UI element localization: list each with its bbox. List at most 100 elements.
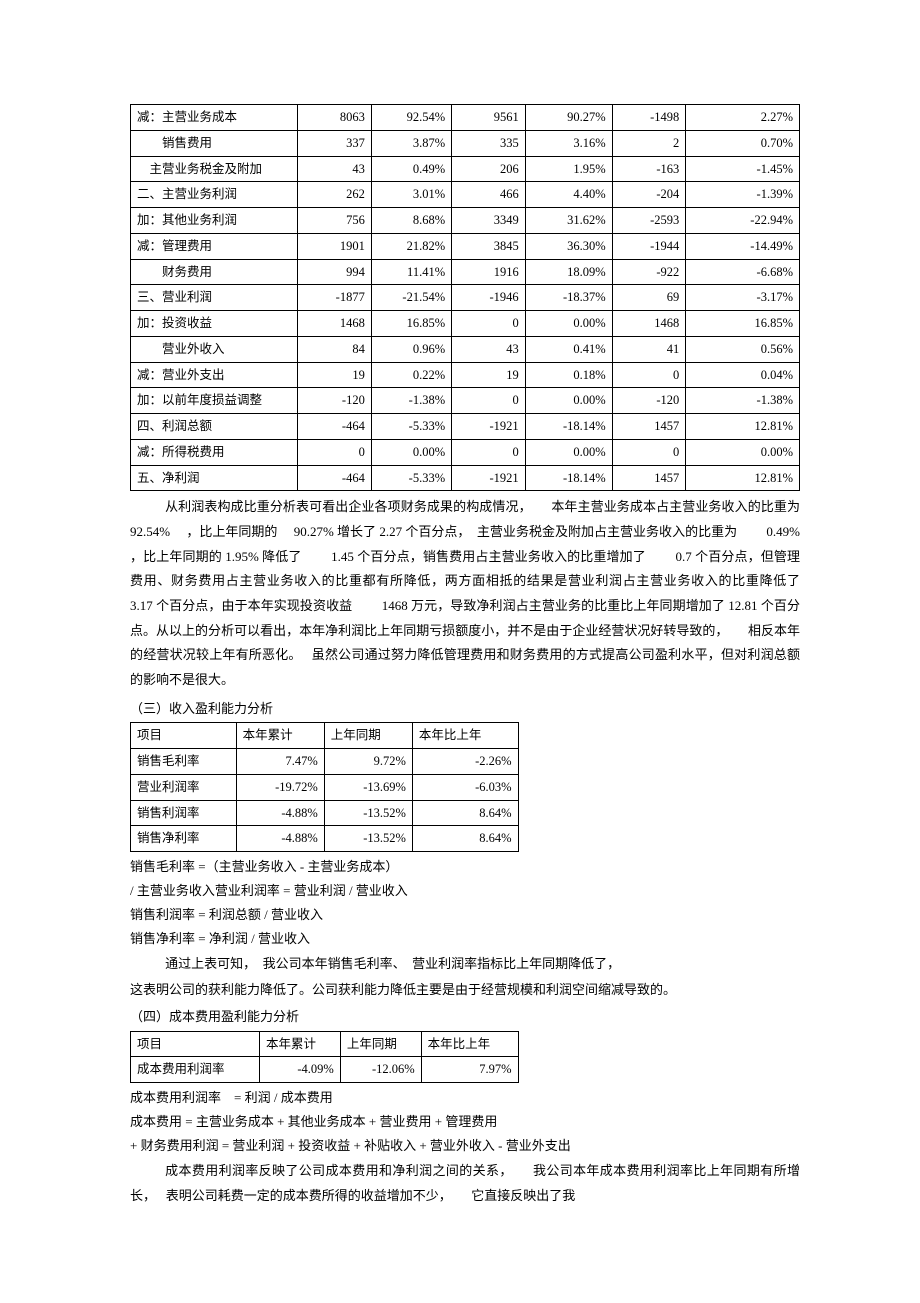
formula-line: 销售毛利率 =（主营业务收入 - 主营业务成本） bbox=[130, 856, 800, 878]
row-label: 财务费用 bbox=[131, 259, 298, 285]
formula-line: / 主营业务收入营业利润率 = 营业利润 / 营业收入 bbox=[130, 880, 800, 902]
table-row: 加：其他业务利润7568.68%334931.62%-2593-22.94% bbox=[131, 208, 800, 234]
cell-value: 7.97% bbox=[421, 1057, 518, 1083]
cell-value: -1877 bbox=[298, 285, 372, 311]
column-header: 本年累计 bbox=[236, 723, 324, 749]
cell-value: -1498 bbox=[612, 105, 686, 131]
cell-value: 0 bbox=[452, 439, 526, 465]
formula-line: 销售利润率 = 利润总额 / 营业收入 bbox=[130, 904, 800, 926]
table-row: 主营业务税金及附加430.49%2061.95%-163-1.45% bbox=[131, 156, 800, 182]
cell-value: 31.62% bbox=[525, 208, 612, 234]
formula-line: + 财务费用利润 = 营业利润 + 投资收益 + 补贴收入 + 营业外收入 - … bbox=[130, 1135, 800, 1157]
cell-value: -1921 bbox=[452, 465, 526, 491]
cell-value: 8.64% bbox=[412, 826, 518, 852]
cell-value: 2.27% bbox=[686, 105, 800, 131]
row-label: 三、营业利润 bbox=[131, 285, 298, 311]
cell-value: 0.56% bbox=[686, 336, 800, 362]
table-header-row: 项目本年累计上年同期本年比上年 bbox=[131, 723, 519, 749]
cell-value: -1921 bbox=[452, 414, 526, 440]
row-label: 加：投资收益 bbox=[131, 311, 298, 337]
cell-value: -21.54% bbox=[371, 285, 451, 311]
analysis-paragraph-1: 从利润表构成比重分析表可看出企业各项财务成果的构成情况， 本年主营业务成本占主营… bbox=[130, 495, 800, 693]
column-header: 项目 bbox=[131, 723, 237, 749]
cell-value: -13.52% bbox=[324, 826, 412, 852]
profit-composition-table: 减：主营业务成本806392.54%956190.27%-14982.27% 销… bbox=[130, 104, 800, 491]
cell-value: 0.00% bbox=[371, 439, 451, 465]
row-label: 加：以前年度损益调整 bbox=[131, 388, 298, 414]
cell-value: 43 bbox=[298, 156, 372, 182]
cell-value: 3349 bbox=[452, 208, 526, 234]
cell-value: 1468 bbox=[298, 311, 372, 337]
table-row: 营业利润率-19.72%-13.69%-6.03% bbox=[131, 774, 519, 800]
cell-value: -204 bbox=[612, 182, 686, 208]
row-label: 减：主营业务成本 bbox=[131, 105, 298, 131]
cell-value: 0.70% bbox=[686, 130, 800, 156]
cell-value: -4.88% bbox=[236, 800, 324, 826]
row-label: 销售毛利率 bbox=[131, 749, 237, 775]
column-header: 本年比上年 bbox=[421, 1031, 518, 1057]
cell-value: -120 bbox=[612, 388, 686, 414]
table-row: 营业外收入840.96%430.41%410.56% bbox=[131, 336, 800, 362]
cost-profitability-table: 项目本年累计上年同期本年比上年成本费用利润率-4.09%-12.06%7.97% bbox=[130, 1031, 519, 1084]
row-label: 销售费用 bbox=[131, 130, 298, 156]
table-row: 五、净利润-464-5.33%-1921-18.14%145712.81% bbox=[131, 465, 800, 491]
cell-value: 7.47% bbox=[236, 749, 324, 775]
cell-value: 3845 bbox=[452, 233, 526, 259]
cell-value: -1.38% bbox=[686, 388, 800, 414]
cell-value: 0 bbox=[612, 439, 686, 465]
cell-value: 1468 bbox=[612, 311, 686, 337]
cell-value: -1.39% bbox=[686, 182, 800, 208]
cell-value: 1457 bbox=[612, 465, 686, 491]
table-row: 销售利润率-4.88%-13.52%8.64% bbox=[131, 800, 519, 826]
cell-value: -464 bbox=[298, 465, 372, 491]
cell-value: -6.68% bbox=[686, 259, 800, 285]
cell-value: -6.03% bbox=[412, 774, 518, 800]
cell-value: 8.64% bbox=[412, 800, 518, 826]
cell-value: 8.68% bbox=[371, 208, 451, 234]
column-header: 项目 bbox=[131, 1031, 260, 1057]
cell-value: 262 bbox=[298, 182, 372, 208]
formula-line: 成本费用利润率 = 利润 / 成本费用 bbox=[130, 1087, 800, 1109]
row-label: 加：其他业务利润 bbox=[131, 208, 298, 234]
cell-value: -2593 bbox=[612, 208, 686, 234]
cell-value: 0.00% bbox=[525, 311, 612, 337]
cell-value: 8063 bbox=[298, 105, 372, 131]
cell-value: 0 bbox=[612, 362, 686, 388]
cell-value: -19.72% bbox=[236, 774, 324, 800]
cell-value: 3.87% bbox=[371, 130, 451, 156]
cell-value: -4.09% bbox=[259, 1057, 340, 1083]
cell-value: 84 bbox=[298, 336, 372, 362]
cell-value: -1946 bbox=[452, 285, 526, 311]
cell-value: 11.41% bbox=[371, 259, 451, 285]
cell-value: -22.94% bbox=[686, 208, 800, 234]
cell-value: 92.54% bbox=[371, 105, 451, 131]
column-header: 本年比上年 bbox=[412, 723, 518, 749]
cell-value: -14.49% bbox=[686, 233, 800, 259]
table-row: 销售费用3373.87%3353.16%20.70% bbox=[131, 130, 800, 156]
table-row: 减：营业外支出190.22%190.18%00.04% bbox=[131, 362, 800, 388]
cell-value: 19 bbox=[452, 362, 526, 388]
table-header-row: 项目本年累计上年同期本年比上年 bbox=[131, 1031, 519, 1057]
cell-value: 1457 bbox=[612, 414, 686, 440]
table-row: 减：所得税费用00.00%00.00%00.00% bbox=[131, 439, 800, 465]
table-row: 二、主营业务利润2623.01%4664.40%-204-1.39% bbox=[131, 182, 800, 208]
table-row: 销售净利率-4.88%-13.52%8.64% bbox=[131, 826, 519, 852]
cell-value: 0 bbox=[452, 388, 526, 414]
formula-line: 成本费用 = 主营业务成本 + 其他业务成本 + 营业费用 + 管理费用 bbox=[130, 1111, 800, 1133]
column-header: 上年同期 bbox=[324, 723, 412, 749]
cell-value: 19 bbox=[298, 362, 372, 388]
cell-value: -1.45% bbox=[686, 156, 800, 182]
cell-value: 0.00% bbox=[525, 388, 612, 414]
table-row: 加：投资收益146816.85%00.00%146816.85% bbox=[131, 311, 800, 337]
analysis-paragraph-2a: 通过上表可知， 我公司本年销售毛利率、 营业利润率指标比上年同期降低了， bbox=[130, 952, 800, 977]
row-label: 减：营业外支出 bbox=[131, 362, 298, 388]
table-row: 三、营业利润-1877-21.54%-1946-18.37%69-3.17% bbox=[131, 285, 800, 311]
cell-value: 2 bbox=[612, 130, 686, 156]
table-row: 财务费用99411.41%191618.09%-922-6.68% bbox=[131, 259, 800, 285]
cell-value: 16.85% bbox=[686, 311, 800, 337]
section-heading-3: （三）收入盈利能力分析 bbox=[130, 699, 800, 719]
row-label: 主营业务税金及附加 bbox=[131, 156, 298, 182]
cell-value: -13.69% bbox=[324, 774, 412, 800]
cell-value: 3.01% bbox=[371, 182, 451, 208]
cell-value: 0.41% bbox=[525, 336, 612, 362]
